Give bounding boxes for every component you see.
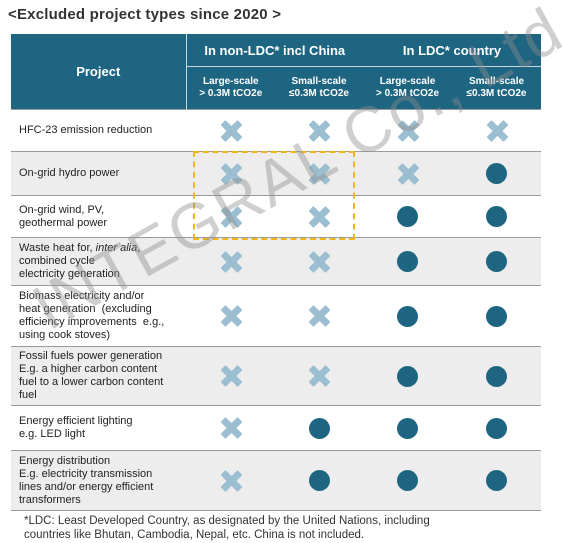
eligible-dot-icon	[486, 365, 508, 387]
eligible-cell	[452, 151, 542, 196]
eligible-dot-icon	[397, 305, 419, 327]
excluded-cross-icon	[308, 163, 330, 185]
excluded-cell	[363, 109, 453, 152]
excluded-cross-icon	[220, 417, 242, 439]
excluded-cell	[275, 195, 364, 238]
excluded-cell	[186, 109, 275, 152]
page-title: <Excluded project types since 2020 >	[8, 6, 282, 23]
eligible-cell	[452, 237, 542, 286]
excluded-cell	[186, 405, 275, 451]
excluded-cross-icon	[220, 120, 242, 142]
table-row: Energy distribution E.g. electricity tran…	[11, 450, 542, 511]
eligible-dot-icon	[397, 206, 419, 227]
eligible-cell	[363, 346, 453, 406]
table-row: On-grid hydro power	[11, 151, 542, 196]
table-row: Waste heat for, inter alia, combined cycl…	[11, 237, 542, 286]
eligible-cell	[452, 195, 542, 238]
group-header-ldc: In LDC* country	[363, 34, 542, 67]
eligible-cell	[275, 405, 364, 451]
excluded-cross-icon	[220, 365, 242, 387]
eligible-cell	[452, 405, 542, 451]
excluded-cell	[186, 151, 275, 196]
project-type-label: Fossil fuels power generation E.g. a high…	[11, 346, 186, 406]
excluded-cross-icon	[397, 163, 419, 185]
eligible-cell	[275, 450, 364, 511]
sub-header-ldc-large: Large-scale > 0.3M tCO2e	[363, 66, 453, 110]
table-row: Fossil fuels power generation E.g. a high…	[11, 346, 542, 406]
excluded-cross-icon	[220, 163, 242, 185]
project-type-label: Biomass electricity and/or heat generatio…	[11, 285, 186, 347]
excluded-cross-icon	[308, 251, 330, 273]
eligible-cell	[452, 346, 542, 406]
group-header-non-ldc: In non-LDC* incl China	[186, 34, 364, 67]
excluded-cell	[452, 109, 542, 152]
excluded-cell	[186, 195, 275, 238]
table-row: On-grid wind, PV, geothermal power	[11, 195, 542, 238]
excluded-cell	[186, 237, 275, 286]
excluded-cross-icon	[220, 470, 242, 492]
table-row: HFC-23 emission reduction	[11, 109, 542, 152]
footnote: *LDC: Least Developed Country, as design…	[24, 515, 430, 541]
excluded-cell	[275, 151, 364, 196]
eligible-cell	[363, 450, 453, 511]
table-row: Energy efficient lighting e.g. LED light	[11, 405, 542, 451]
eligible-dot-icon	[397, 365, 419, 387]
excluded-cross-icon	[308, 305, 330, 327]
sub-header-ldc-small: Small-scale ≤0.3M tCO2e	[452, 66, 542, 110]
eligible-dot-icon	[397, 470, 419, 491]
excluded-cross-icon	[220, 206, 242, 228]
excluded-cell	[186, 450, 275, 511]
excluded-cell	[186, 346, 275, 406]
excluded-cross-icon	[220, 251, 242, 273]
eligible-dot-icon	[308, 417, 330, 439]
excluded-cross-icon	[308, 365, 330, 387]
eligible-cell	[452, 285, 542, 347]
project-type-label: Energy distribution E.g. electricity tran…	[11, 450, 186, 511]
eligible-cell	[363, 405, 453, 451]
excluded-cell	[275, 237, 364, 286]
eligible-dot-icon	[397, 251, 419, 272]
eligible-dot-icon	[308, 470, 330, 491]
excluded-cross-icon	[220, 305, 242, 327]
sub-header-non-ldc-small: Small-scale ≤0.3M tCO2e	[275, 66, 364, 110]
eligible-dot-icon	[486, 251, 508, 272]
project-type-label: Waste heat for, inter alia, combined cycl…	[11, 237, 186, 286]
excluded-cell	[186, 285, 275, 347]
eligible-cell	[363, 237, 453, 286]
excluded-cell	[363, 151, 453, 196]
excluded-cell	[275, 109, 364, 152]
eligible-cell	[363, 195, 453, 238]
eligible-dot-icon	[486, 305, 508, 327]
eligible-dot-icon	[486, 163, 508, 184]
project-type-label: Energy efficient lighting e.g. LED light	[11, 405, 186, 451]
project-header: Project	[11, 34, 187, 110]
project-type-label: On-grid hydro power	[11, 151, 186, 196]
excluded-cell	[275, 285, 364, 347]
sub-header-non-ldc-large: Large-scale > 0.3M tCO2e	[186, 66, 275, 110]
eligible-dot-icon	[486, 417, 508, 439]
eligible-dot-icon	[397, 417, 419, 439]
table-row: Biomass electricity and/or heat generatio…	[11, 285, 542, 347]
eligible-cell	[363, 285, 453, 347]
excluded-cross-icon	[308, 206, 330, 228]
eligible-dot-icon	[486, 206, 508, 227]
excluded-cross-icon	[308, 120, 330, 142]
excluded-cell	[275, 346, 364, 406]
eligible-dot-icon	[486, 470, 508, 491]
project-type-label: On-grid wind, PV, geothermal power	[11, 195, 186, 238]
excluded-cross-icon	[486, 120, 508, 142]
eligible-cell	[452, 450, 542, 511]
project-type-label: HFC-23 emission reduction	[11, 109, 186, 152]
excluded-projects-table: Project In non-LDC* incl China In LDC* c…	[11, 34, 542, 511]
excluded-cross-icon	[397, 120, 419, 142]
